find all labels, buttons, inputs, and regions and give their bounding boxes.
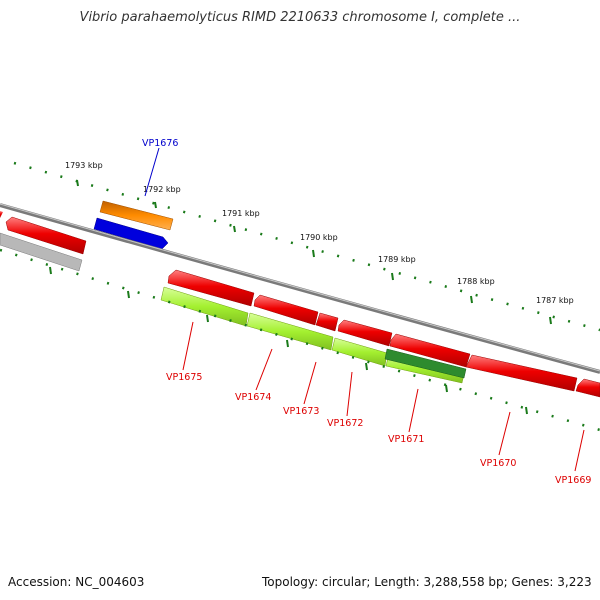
kbp-label-1791: 1791 kbp: [222, 209, 260, 218]
kbp-label-1789: 1789 kbp: [378, 255, 416, 264]
gene-blue[interactable]: [93, 217, 169, 250]
kbp-label-1792: 1792 kbp: [143, 185, 181, 194]
label-vp1676: VP1676: [142, 138, 178, 149]
label-leaders: [144, 147, 585, 472]
label-vp1674: VP1674: [235, 392, 271, 403]
chromosome-backbone: [0, 203, 600, 374]
gene-vp1672: [337, 319, 393, 347]
green-genes[interactable]: [160, 286, 467, 384]
kbp-label-1788: 1788 kbp: [457, 277, 495, 286]
kbp-major-ticks: [76, 179, 552, 325]
gene-orange-vp1676[interactable]: [99, 200, 174, 231]
gene-vp1673: [315, 312, 339, 332]
kbp-label-1790: 1790 kbp: [300, 233, 338, 242]
chromosome-backbone-highlight: [0, 203, 600, 372]
label-vp1670: VP1670: [480, 458, 516, 469]
label-vp1673: VP1673: [283, 406, 319, 417]
accession-text: Accession: NC_004603: [8, 575, 145, 589]
label-vp1675: VP1675: [166, 372, 202, 383]
gene-vp1675: [167, 269, 255, 307]
gene-labels[interactable]: VP1676 VP1675 VP1674 VP1673 VP1672 VP167…: [142, 138, 591, 486]
kbp-label-1787: 1787 kbp: [536, 296, 574, 305]
kbp-labels: 1793 kbp 1792 kbp 1791 kbp 1790 kbp 1789…: [65, 161, 574, 305]
gene-darkgreen: [384, 348, 467, 379]
gene-red-left[interactable]: [5, 216, 87, 255]
kbp-label-1793: 1793 kbp: [65, 161, 103, 170]
outer-dotted-track: [13, 161, 600, 332]
label-vp1672: VP1672: [327, 418, 363, 429]
gene-gray[interactable]: [0, 232, 83, 272]
gene-vp1670: [465, 354, 578, 392]
topology-text: Topology: circular; Length: 3,288,558 bp…: [262, 575, 592, 589]
map-title: Vibrio parahaemolyticus RIMD 2210633 chr…: [79, 10, 521, 25]
gene-vp1671: [389, 333, 471, 368]
inner-major-ticks: [49, 266, 528, 415]
label-vp1671: VP1671: [388, 434, 424, 445]
red-genes[interactable]: [167, 269, 600, 398]
gene-vp1674: [253, 294, 319, 326]
gene-vp1669: [575, 378, 600, 398]
label-vp1669: VP1669: [555, 475, 591, 486]
gene-red-edge[interactable]: [0, 211, 3, 218]
